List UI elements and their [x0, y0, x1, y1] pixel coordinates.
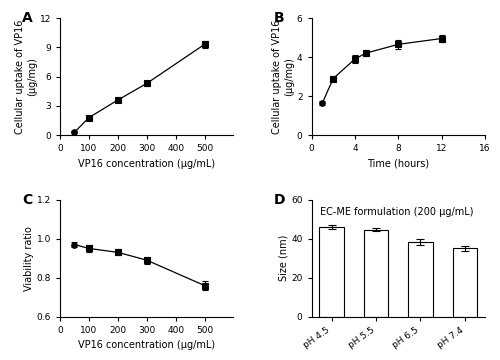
Bar: [408, 242, 432, 317]
Bar: [452, 248, 477, 317]
Y-axis label: Cellular uptake of VP16
(μg/mg): Cellular uptake of VP16 (μg/mg): [15, 19, 37, 134]
Y-axis label: Viability ratio: Viability ratio: [24, 226, 34, 291]
Text: EC-ME formulation (200 μg/mL): EC-ME formulation (200 μg/mL): [320, 207, 474, 217]
Bar: [320, 227, 344, 317]
Y-axis label: Size (nm): Size (nm): [278, 235, 288, 282]
Text: A: A: [22, 11, 32, 25]
X-axis label: Time (hours): Time (hours): [367, 159, 430, 169]
Bar: [364, 230, 388, 317]
X-axis label: VP16 concentration (μg/mL): VP16 concentration (μg/mL): [78, 159, 216, 169]
X-axis label: VP16 concentration (μg/mL): VP16 concentration (μg/mL): [78, 341, 216, 350]
Y-axis label: Cellular uptake of VP16
(μg/mg): Cellular uptake of VP16 (μg/mg): [272, 19, 294, 134]
Text: D: D: [274, 193, 285, 207]
Text: C: C: [22, 193, 32, 207]
Text: B: B: [274, 11, 284, 25]
